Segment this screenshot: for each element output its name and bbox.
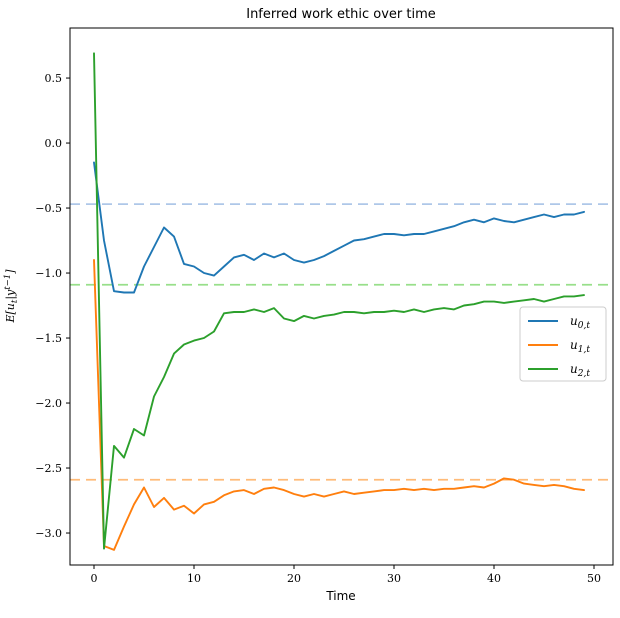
legend-label-1: u1,t bbox=[570, 338, 590, 355]
series-line-0 bbox=[93, 161, 585, 294]
series-line-1 bbox=[93, 259, 585, 551]
y-tick-label: −1.0 bbox=[35, 267, 62, 280]
x-tick-label: 40 bbox=[487, 572, 501, 585]
y-axis-ticks: 0.5 0.0 −0.5 −1.0 −1.5 −2.0 −2.5 −3.0 bbox=[35, 72, 70, 540]
y-tick-label: 0.5 bbox=[45, 72, 63, 85]
x-tick-label: 10 bbox=[187, 572, 201, 585]
legend-label-2: u2,t bbox=[570, 362, 590, 379]
plot-border bbox=[69, 27, 614, 566]
x-tick-label: 30 bbox=[387, 572, 401, 585]
y-tick-label: −2.0 bbox=[35, 397, 62, 410]
y-tick-label: 0.0 bbox=[45, 137, 63, 150]
legend-label-0: u0,t bbox=[570, 314, 590, 331]
x-tick-label: 0 bbox=[91, 572, 98, 585]
legend-box bbox=[519, 306, 607, 382]
chart-title: Inferred work ethic over time bbox=[246, 7, 436, 22]
x-tick-label: 20 bbox=[287, 572, 301, 585]
y-tick-label: −0.5 bbox=[35, 202, 62, 215]
data-series-lines bbox=[93, 52, 585, 551]
x-axis-label: Time bbox=[325, 589, 355, 603]
y-axis-label: E[ut|yt−1] bbox=[3, 269, 20, 324]
x-tick-label: 50 bbox=[587, 572, 601, 585]
y-tick-label: −3.0 bbox=[35, 527, 62, 540]
legend: u0,t u1,t u2,t bbox=[519, 306, 607, 382]
x-axis-ticks: 0 10 20 30 40 50 bbox=[91, 565, 601, 585]
y-tick-label: −1.5 bbox=[35, 332, 62, 345]
series-line-2 bbox=[93, 52, 585, 550]
reference-dashed-lines bbox=[70, 203, 613, 481]
y-tick-label: −2.5 bbox=[35, 462, 62, 475]
